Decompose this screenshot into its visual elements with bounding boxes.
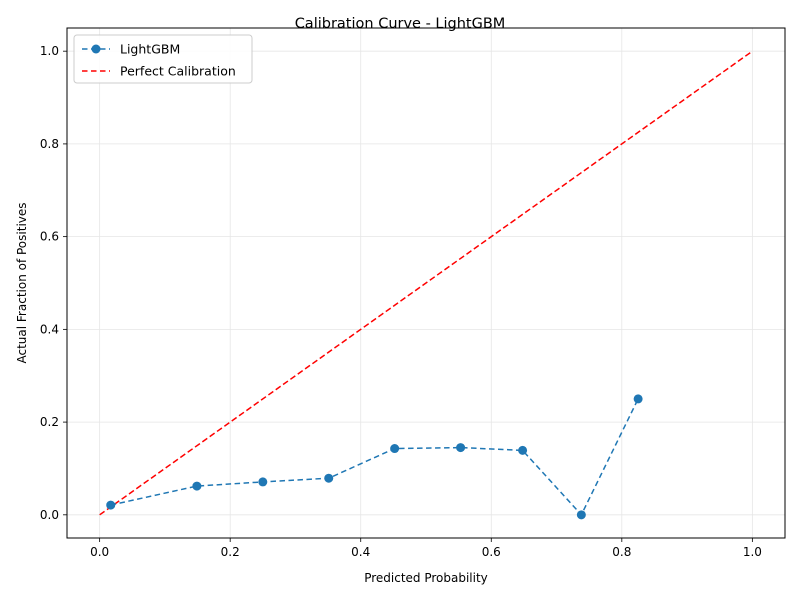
data-point bbox=[106, 500, 116, 510]
y-axis-label: Actual Fraction of Positives bbox=[15, 202, 29, 363]
x-tick-label: 0.0 bbox=[90, 545, 109, 559]
y-tick-label: 1.0 bbox=[40, 44, 59, 58]
legend: LightGBM Perfect Calibration bbox=[73, 34, 253, 84]
legend-marker bbox=[91, 44, 101, 54]
plot-frame bbox=[66, 27, 786, 539]
data-point bbox=[633, 394, 643, 404]
data-point bbox=[258, 477, 268, 487]
legend-box bbox=[73, 34, 253, 84]
x-tick-label: 0.8 bbox=[612, 545, 631, 559]
x-tick-label: 0.6 bbox=[482, 545, 501, 559]
series-line-lightgbm bbox=[110, 398, 639, 517]
y-tick-label: 0.6 bbox=[40, 230, 59, 244]
x-axis-label: Predicted Probability bbox=[364, 571, 488, 585]
chart-title: Calibration Curve - LightGBM bbox=[295, 16, 506, 32]
x-tick-label: 0.2 bbox=[221, 545, 240, 559]
axes: 0.0 0.2 0.4 0.6 0.8 1.0 0.0 0.2 0.4 0.6 0.8 1.0 bbox=[40, 44, 762, 559]
series-line-perfect-calibration bbox=[99, 50, 753, 516]
data-point bbox=[456, 443, 466, 453]
y-tick-label: 0.8 bbox=[40, 137, 59, 151]
x-tick-label: 0.4 bbox=[351, 545, 370, 559]
y-tick-label: 0.4 bbox=[40, 322, 59, 336]
data-point bbox=[518, 445, 528, 455]
legend-label: Perfect Calibration bbox=[120, 64, 236, 79]
x-tick-label: 1.0 bbox=[743, 545, 762, 559]
plot-series bbox=[99, 50, 753, 520]
data-point bbox=[576, 510, 586, 520]
y-tick-label: 0.2 bbox=[40, 415, 59, 429]
legend-label: LightGBM bbox=[120, 42, 180, 57]
data-point bbox=[390, 444, 400, 454]
data-point bbox=[324, 473, 334, 483]
data-point bbox=[192, 481, 202, 491]
y-tick-label: 0.0 bbox=[40, 508, 59, 522]
